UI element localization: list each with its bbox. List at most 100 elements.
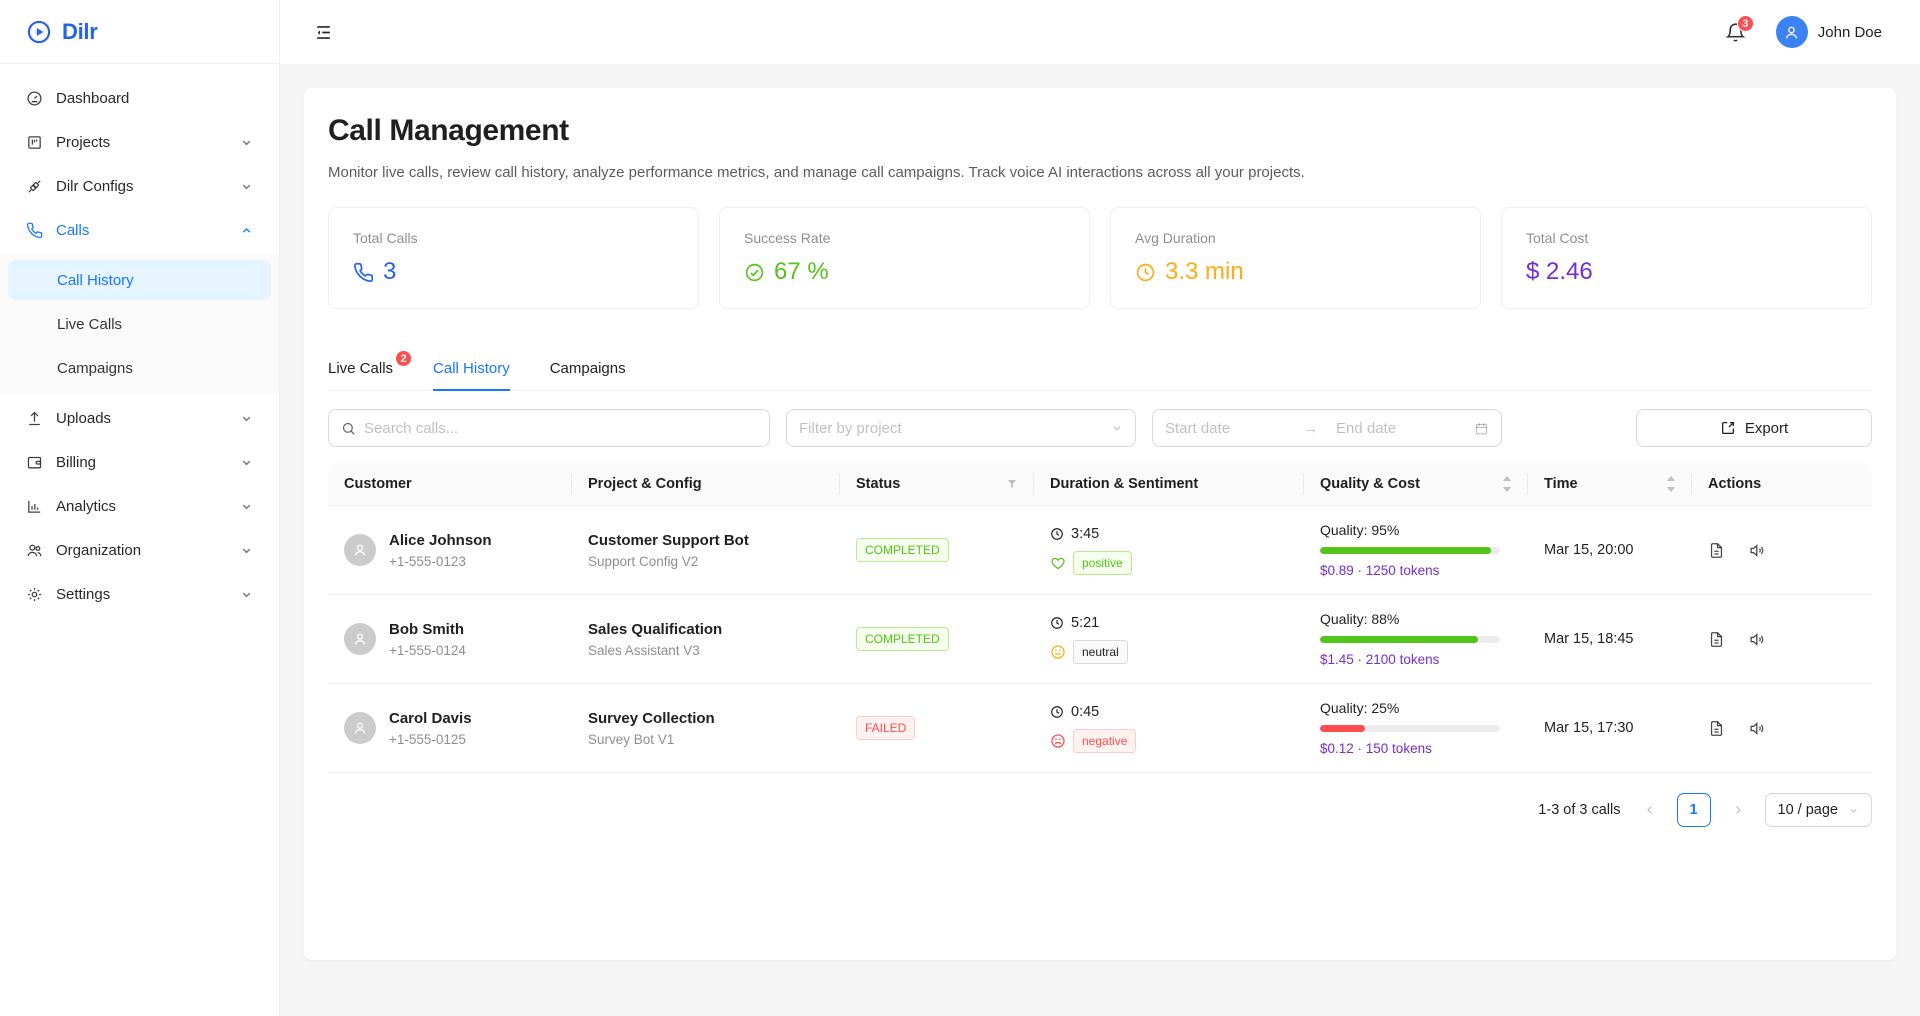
select-placeholder: Filter by project xyxy=(799,419,902,437)
search-icon xyxy=(341,421,356,436)
tab-call-history[interactable]: Call History xyxy=(433,351,510,391)
dashboard-icon xyxy=(26,90,43,107)
project-filter-select[interactable]: Filter by project xyxy=(786,409,1136,447)
team-icon xyxy=(26,542,43,559)
sentiment-badge: neutral xyxy=(1073,639,1128,664)
sorter-icon[interactable] xyxy=(1666,476,1676,492)
page-content: Call Management Monitor live calls, revi… xyxy=(280,64,1920,1016)
customer-name: Bob Smith xyxy=(389,620,464,638)
sidebar-item-call-history[interactable]: Call History xyxy=(8,260,271,300)
sidebar-item-label: Dashboard xyxy=(56,89,130,107)
sidebar-item-analytics[interactable]: Analytics xyxy=(8,486,271,526)
cost-tokens: $0.89 · 1250 tokens xyxy=(1320,563,1440,578)
search-calls-input[interactable] xyxy=(328,409,770,447)
status-badge: COMPLETED xyxy=(856,538,949,562)
clock-icon xyxy=(1050,616,1064,630)
config-name: Survey Bot V1 xyxy=(588,731,675,747)
main-area: 3 John Doe Call Management Monitor live … xyxy=(280,0,1920,1016)
chevron-down-icon xyxy=(240,412,253,425)
end-date-placeholder: End date xyxy=(1336,419,1397,437)
check-circle-icon xyxy=(744,262,765,283)
user-menu[interactable]: John Doe xyxy=(1775,16,1882,48)
tab-label: Campaigns xyxy=(549,360,626,377)
customer-phone: +1-555-0124 xyxy=(389,642,466,658)
sidebar-item-uploads[interactable]: Uploads xyxy=(8,398,271,438)
sidebar-item-label: Uploads xyxy=(56,409,112,427)
avatar xyxy=(344,712,376,744)
chevron-down-icon xyxy=(240,588,253,601)
cost-tokens: $1.45 · 2100 tokens xyxy=(1320,652,1440,667)
pagination: 1-3 of 3 calls 1 10 / page xyxy=(328,793,1872,827)
audio-icon[interactable] xyxy=(1749,542,1766,559)
stat-value: 67 % xyxy=(774,258,829,285)
stat-total-cost: Total Cost $ 2.46 xyxy=(1501,207,1872,309)
frown-face-icon xyxy=(1050,733,1066,749)
col-time[interactable]: Time xyxy=(1528,463,1692,506)
sidebar-item-dilr-configs[interactable]: Dilr Configs xyxy=(8,166,271,206)
sidebar-item-dashboard[interactable]: Dashboard xyxy=(8,78,271,118)
user-name: John Doe xyxy=(1817,23,1882,41)
chevron-down-icon xyxy=(240,456,253,469)
calls-submenu: Call History Live Calls Campaigns xyxy=(0,254,279,394)
stat-value: $ 2.46 xyxy=(1526,258,1593,285)
stat-value: 3 xyxy=(383,258,397,285)
phone-icon xyxy=(353,262,374,283)
billing-icon xyxy=(26,454,43,471)
filter-funnel-icon[interactable] xyxy=(1006,478,1018,490)
sidebar-item-live-calls[interactable]: Live Calls xyxy=(8,304,271,344)
sidebar-item-organization[interactable]: Organization xyxy=(8,530,271,570)
page-description: Monitor live calls, review call history,… xyxy=(328,164,1305,181)
tab-live-calls[interactable]: Live Calls 2 xyxy=(328,350,413,390)
bar-chart-icon xyxy=(26,498,43,515)
brand-logo[interactable]: Dilr xyxy=(0,0,279,64)
export-icon xyxy=(1720,420,1736,436)
status-badge: COMPLETED xyxy=(856,627,949,651)
export-button[interactable]: Export xyxy=(1636,409,1872,447)
quality-label: Quality: 25% xyxy=(1320,700,1400,716)
live-calls-badge: 2 xyxy=(395,350,413,367)
status-badge: FAILED xyxy=(856,716,916,740)
col-status[interactable]: Status xyxy=(840,463,1034,506)
col-duration-sentiment: Duration & Sentiment xyxy=(1034,463,1304,506)
sidebar-item-projects[interactable]: Projects xyxy=(8,122,271,162)
notification-badge: 3 xyxy=(1736,14,1754,32)
api-icon xyxy=(26,178,43,195)
sidebar-item-label: Call History xyxy=(57,271,134,289)
table-row[interactable]: Carol Davis +1-555-0125 Survey Collectio… xyxy=(328,683,1872,773)
table-row[interactable]: Bob Smith +1-555-0124 Sales Qualificatio… xyxy=(328,594,1872,684)
audio-icon[interactable] xyxy=(1749,631,1766,648)
stats-row: Total Calls 3 Success Rate 67 % Avg Dura… xyxy=(328,207,1872,309)
page-1-button[interactable]: 1 xyxy=(1676,793,1711,827)
menu-fold-icon[interactable] xyxy=(308,17,339,48)
tab-campaigns[interactable]: Campaigns xyxy=(550,351,626,390)
customer-name: Carol Davis xyxy=(389,709,472,727)
search-input[interactable] xyxy=(364,419,757,437)
transcript-icon[interactable] xyxy=(1708,720,1725,737)
notification-bell[interactable]: 3 xyxy=(1725,14,1754,43)
duration-value: 5:21 xyxy=(1071,614,1100,631)
project-name: Customer Support Bot xyxy=(588,531,749,549)
next-page-icon[interactable] xyxy=(1726,804,1750,816)
sorter-icon[interactable] xyxy=(1502,476,1512,492)
table-row[interactable]: Alice Johnson +1-555-0123 Customer Suppo… xyxy=(328,505,1872,595)
date-range-picker[interactable]: Start date → End date xyxy=(1152,409,1502,447)
clock-icon xyxy=(1050,527,1064,541)
phone-icon xyxy=(26,222,43,239)
sidebar-item-settings[interactable]: Settings xyxy=(8,574,271,614)
sidebar-item-campaigns[interactable]: Campaigns xyxy=(8,348,271,388)
duration-value: 3:45 xyxy=(1071,525,1100,542)
audio-icon[interactable] xyxy=(1749,720,1766,737)
prev-page-icon[interactable] xyxy=(1638,804,1662,816)
page-size-select[interactable]: 10 / page xyxy=(1764,793,1872,827)
stat-label: Success Rate xyxy=(744,230,831,246)
call-time: Mar 15, 20:00 xyxy=(1544,542,1634,558)
col-quality-cost[interactable]: Quality & Cost xyxy=(1304,463,1528,506)
col-project-config: Project & Config xyxy=(572,463,840,506)
avatar xyxy=(344,534,376,566)
transcript-icon[interactable] xyxy=(1708,631,1725,648)
transcript-icon[interactable] xyxy=(1708,542,1725,559)
sidebar-item-calls[interactable]: Calls xyxy=(8,210,271,250)
table-header-row: Customer Project & Config Status Duratio… xyxy=(328,463,1872,506)
config-name: Support Config V2 xyxy=(588,553,699,569)
sidebar-item-billing[interactable]: Billing xyxy=(8,442,271,482)
